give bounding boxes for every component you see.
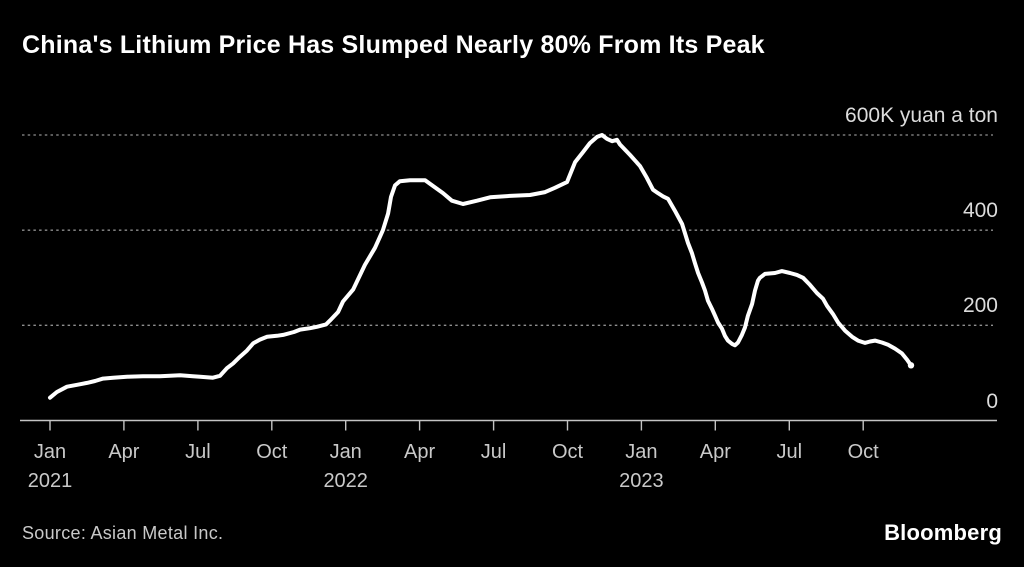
x-axis-month-label-6: Jul <box>480 441 507 463</box>
y-axis-label-200: 200 <box>962 294 998 317</box>
bloomberg-logo: Bloomberg <box>884 520 1002 545</box>
x-axis-month-label-11: Oct <box>847 441 879 463</box>
x-axis-month-label-9: Apr <box>699 441 731 463</box>
x-axis-year-label-2021: 2021 <box>27 470 73 492</box>
x-axis-month-label-3: Oct <box>256 441 288 463</box>
x-axis-month-label-0: Jan <box>33 441 67 463</box>
y-axis-label-600k-yuan-a-ton: 600K yuan a ton <box>845 104 998 127</box>
chart-title: China's Lithium Price Has Slumped Nearly… <box>22 31 765 59</box>
price-line-end-dot <box>907 362 915 369</box>
x-axis-month-label-7: Oct <box>551 441 584 463</box>
price-line <box>48 133 913 400</box>
x-axis-month-label-2: Jul <box>185 441 211 463</box>
x-axis-month-label-5: Apr <box>404 441 436 463</box>
y-axis-label-400: 400 <box>962 199 998 222</box>
source-credit: Source: Asian Metal Inc. <box>22 523 224 543</box>
x-axis-month-label-1: Apr <box>108 441 140 463</box>
x-axis-month-label-10: Jul <box>776 441 803 463</box>
x-axis-month-label-8: Jan <box>625 441 658 463</box>
x-axis-year-label-2022: 2022 <box>323 470 368 492</box>
y-axis-label-0: 0 <box>986 390 998 413</box>
x-axis-month-label-4: Jan <box>329 441 362 463</box>
x-axis-year-label-2023: 2023 <box>619 470 664 492</box>
